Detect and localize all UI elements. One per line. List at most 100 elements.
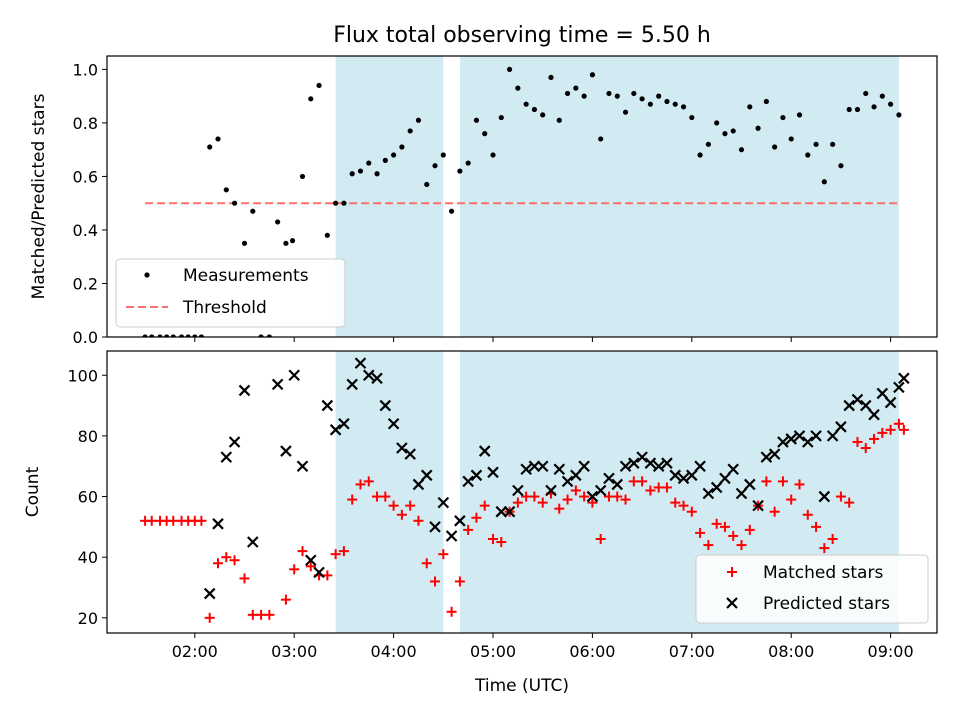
matched-star-point <box>661 482 672 493</box>
measurement-point <box>207 144 213 150</box>
predicted-star-point <box>495 505 508 518</box>
predicted-star-point <box>429 521 441 533</box>
measurement-point <box>705 141 711 147</box>
predicted-star-point <box>802 436 814 448</box>
matched-star-point <box>471 512 482 523</box>
predicted-star-point <box>445 530 458 542</box>
y-tick-label: 0.4 <box>73 221 98 240</box>
matched-star-point <box>827 534 838 544</box>
y-tick-label: 20 <box>78 609 98 628</box>
measurement-point <box>763 98 769 105</box>
predicted-star-point <box>212 518 224 530</box>
measurement-point <box>498 114 504 121</box>
measurement-point <box>223 187 229 193</box>
matched-star-point <box>488 534 499 544</box>
measurement-point <box>198 334 205 337</box>
predicted-star-point <box>777 436 789 448</box>
legend-box <box>695 554 929 624</box>
measurement-point <box>772 144 778 150</box>
legend-label-threshold: Threshold <box>182 298 267 318</box>
predicted-star-point <box>677 472 690 485</box>
predicted-star-point <box>412 478 425 491</box>
predicted-star-point <box>280 445 292 457</box>
matched-star-point <box>330 549 341 560</box>
predicted-star-point <box>313 566 325 579</box>
y-tick-label: 80 <box>78 427 98 446</box>
measurement-point <box>796 112 803 118</box>
matched-star-point <box>898 424 909 435</box>
measurement-point <box>231 200 238 206</box>
predicted-star-point <box>652 460 665 473</box>
predicted-star-point <box>346 378 358 391</box>
x-tick-label: 07:00 <box>669 642 715 661</box>
predicted-star-point <box>594 484 607 497</box>
measurement-point <box>854 106 861 113</box>
measurement-point <box>606 90 612 97</box>
x-tick-label: 09:00 <box>868 642 914 661</box>
measurement-point <box>631 90 637 97</box>
matched-star-point <box>719 521 730 532</box>
measurement-point <box>589 72 596 78</box>
measurement-point <box>680 104 687 110</box>
y-axis-label: Matched/Predicted stars <box>29 93 49 299</box>
predicted-star-point <box>760 451 773 463</box>
chart-title: Flux total observing time = 5.50 h <box>333 23 711 48</box>
measurement-point <box>391 152 397 158</box>
measurement-point <box>192 334 198 337</box>
predicted-star-point <box>379 399 392 412</box>
predicted-star-point <box>220 451 233 463</box>
measurement-point <box>308 96 314 102</box>
measurement-point <box>424 181 430 188</box>
predicted-star-point <box>694 460 706 473</box>
bottom-panel-counts: 20 40 60 80 100 02:00 03:00 04:00 05:00 06:00 07:0… <box>23 350 938 661</box>
matched-star-point <box>239 573 250 584</box>
measurement-point <box>357 168 364 174</box>
measurement-point <box>598 136 604 142</box>
predicted-star-point <box>512 484 524 497</box>
matched-star-point <box>769 506 780 517</box>
matched-star-point <box>620 494 631 505</box>
x-tick-label: 05:00 <box>470 642 516 661</box>
measurement-point <box>515 85 521 91</box>
axes-frame <box>106 350 938 634</box>
matched-star-point <box>819 543 830 554</box>
matched-star-point <box>305 561 316 572</box>
measurement-point <box>283 240 289 246</box>
predicted-star-point <box>454 515 466 527</box>
measurement-point <box>540 112 546 118</box>
measurement-point <box>614 93 620 99</box>
predicted-star-point <box>329 424 342 436</box>
measurement-point <box>788 136 794 142</box>
predicted-star-point <box>288 369 300 382</box>
matched-star-point <box>777 476 788 487</box>
matched-star-point <box>388 500 399 511</box>
x-tick-label: 08:00 <box>768 642 814 661</box>
matched-star-point <box>479 500 490 511</box>
predicted-star-point <box>354 357 367 369</box>
measurement-point <box>656 93 662 99</box>
predicted-star-point <box>536 460 549 473</box>
measurement-point <box>838 163 844 169</box>
predicted-star-point <box>470 469 483 482</box>
matched-star-point <box>893 418 904 429</box>
legend-marker-matched <box>727 567 737 577</box>
measurement-point <box>440 152 446 158</box>
predicted-star-point <box>487 466 499 479</box>
matched-star-point <box>711 518 722 529</box>
legend-label-matched: Matched stars <box>763 563 883 583</box>
y-tick-label: 0.2 <box>73 274 98 293</box>
predicted-star-point <box>238 384 251 397</box>
measurement-point <box>170 334 176 337</box>
matched-star-point <box>338 546 349 557</box>
measurement-point <box>374 171 380 177</box>
measurement-point <box>871 104 877 110</box>
predicted-star-point <box>528 460 541 473</box>
predicted-star-point <box>462 475 474 488</box>
matched-star-point <box>736 540 747 551</box>
measurement-point <box>448 208 455 214</box>
matched-star-point <box>363 476 374 487</box>
matched-star-point <box>744 524 755 535</box>
legend-marker-measurements <box>144 272 150 278</box>
measurement-point <box>149 334 155 337</box>
y-tick-label: 0.8 <box>73 114 98 133</box>
